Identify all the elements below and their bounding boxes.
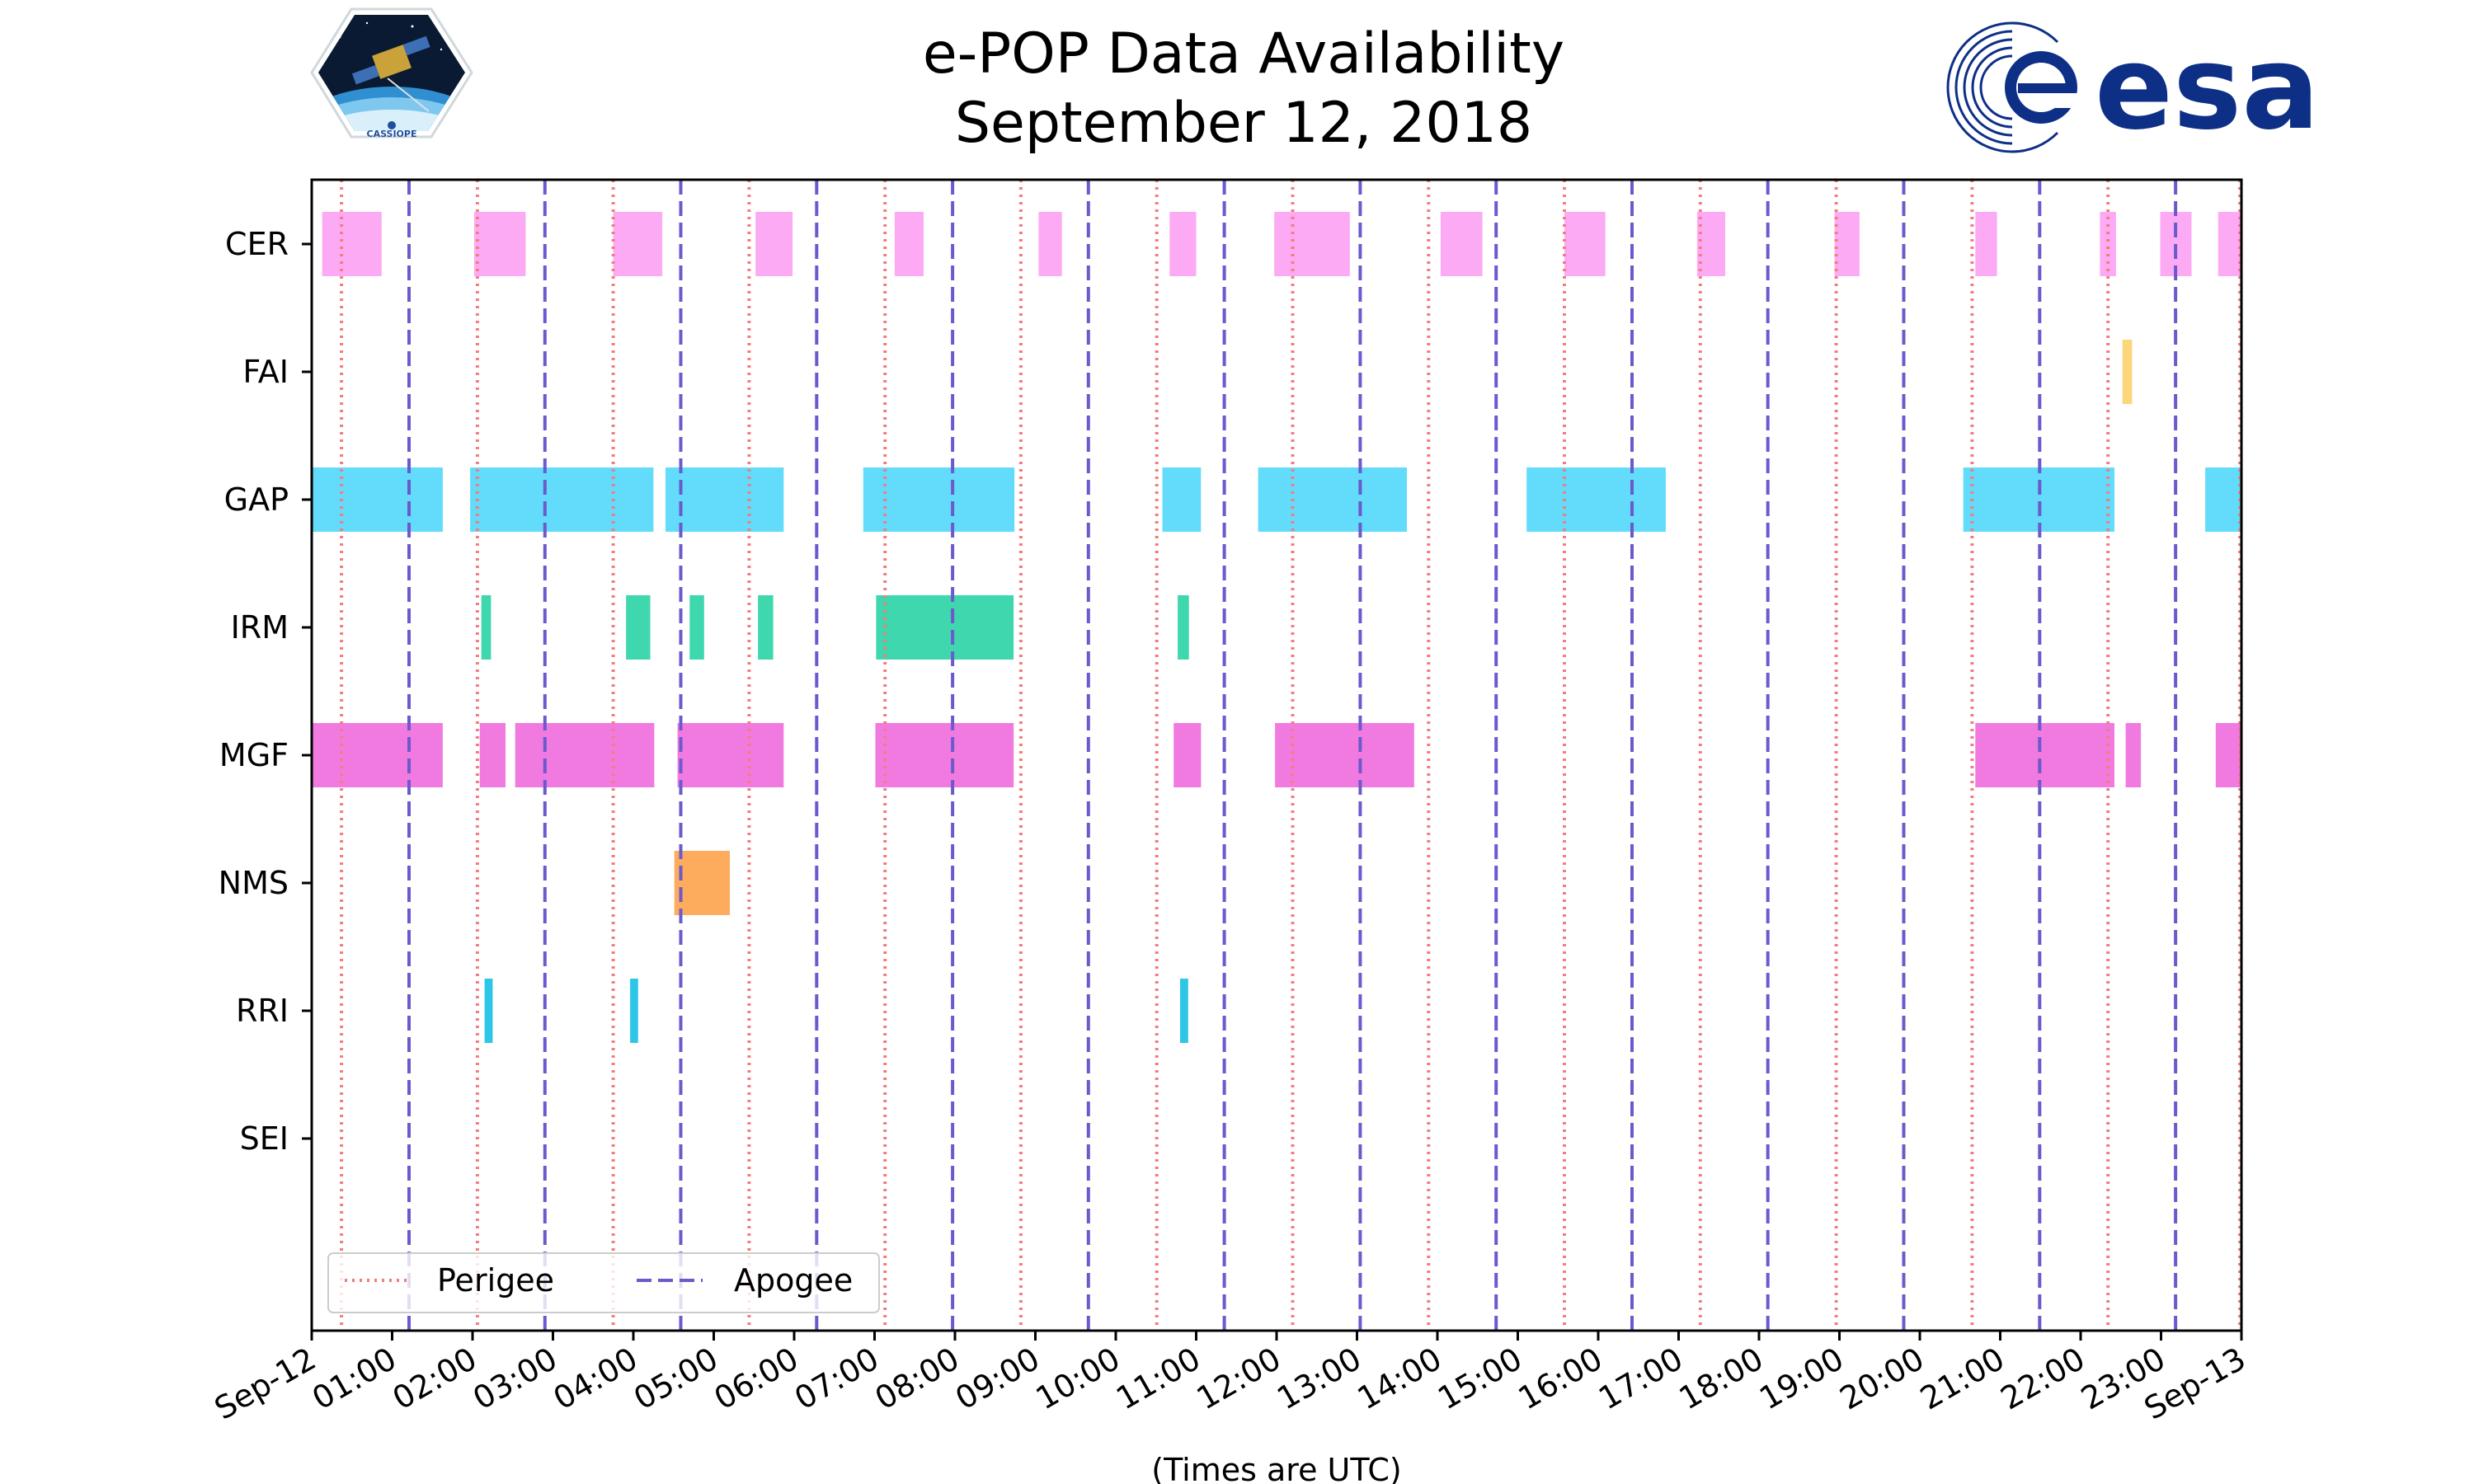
- x-tick-label-3: 03:00: [467, 1341, 563, 1417]
- bar-mgf-8: [2125, 723, 2142, 787]
- x-tick-label-14: 14:00: [1352, 1341, 1448, 1417]
- x-tick-label-20: 20:00: [1834, 1341, 1931, 1417]
- bar-nms-0: [674, 851, 730, 915]
- bar-cer-11: [1834, 212, 1860, 276]
- y-tick-label-nms: NMS: [219, 865, 289, 901]
- cassiope-logo-caption: CASSIOPE: [367, 129, 417, 139]
- bar-irm-3: [758, 595, 774, 660]
- x-tick-label-17: 17:00: [1592, 1341, 1689, 1417]
- x-tick-label-0: Sep-12: [209, 1341, 322, 1427]
- esa-logo-wordmark: esa: [2095, 21, 2320, 156]
- x-tick-label-11: 11:00: [1110, 1341, 1206, 1417]
- bar-irm-5: [1178, 595, 1189, 660]
- bar-gap-4: [1162, 467, 1202, 532]
- y-tick-label-sei: SEI: [240, 1120, 289, 1157]
- bar-cer-1: [474, 212, 526, 276]
- bar-cer-3: [755, 212, 793, 276]
- bar-cer-8: [1440, 212, 1483, 276]
- bar-mgf-0: [312, 723, 443, 787]
- x-tick-label-21: 21:00: [1914, 1341, 2011, 1417]
- bar-cer-10: [1696, 212, 1725, 276]
- y-axis: CER FAI GAP IRM MGF NMS RRI SEI: [219, 226, 312, 1157]
- bar-rri-0: [484, 979, 493, 1043]
- bar-mgf-4: [875, 723, 1014, 787]
- bar-gap-5: [1258, 467, 1407, 532]
- y-tick-label-mgf: MGF: [219, 737, 289, 773]
- bar-mgf-3: [677, 723, 784, 787]
- bar-irm-1: [626, 595, 651, 660]
- x-tick-label-6: 06:00: [708, 1341, 805, 1417]
- x-tick-label-16: 16:00: [1512, 1341, 1609, 1417]
- cassiope-logo: CASSIOPE: [310, 7, 473, 139]
- x-tick-label-1: 01:00: [306, 1341, 402, 1417]
- bar-irm-0: [481, 595, 492, 660]
- bar-cer-4: [894, 212, 924, 276]
- x-tick-label-15: 15:00: [1432, 1341, 1528, 1417]
- bar-cer-13: [2100, 212, 2116, 276]
- x-tick-label-19: 19:00: [1753, 1341, 1850, 1417]
- esa-logo: esa: [1946, 21, 2320, 156]
- y-tick-label-gap: GAP: [224, 481, 289, 518]
- x-tick-label-4: 04:00: [548, 1341, 644, 1417]
- y-tick-label-irm: IRM: [231, 609, 289, 646]
- bar-mgf-9: [2215, 723, 2241, 787]
- x-tick-label-9: 09:00: [949, 1341, 1046, 1417]
- bar-mgf-6: [1275, 723, 1414, 787]
- x-tick-label-5: 05:00: [628, 1341, 724, 1417]
- x-tick-label-10: 10:00: [1030, 1341, 1126, 1417]
- bar-rri-2: [1180, 979, 1188, 1043]
- bar-gap-8: [2205, 467, 2241, 532]
- y-tick-label-rri: RRI: [236, 993, 289, 1029]
- x-tick-label-13: 13:00: [1271, 1341, 1367, 1417]
- bar-cer-7: [1274, 212, 1350, 276]
- bar-gap-7: [1963, 467, 2114, 532]
- x-axis: Sep-1201:0002:0003:0004:0005:0006:0007:0…: [209, 1331, 2252, 1427]
- y-tick-label-cer: CER: [225, 226, 289, 262]
- bar-gap-6: [1526, 467, 1666, 532]
- x-tick-label-7: 07:00: [788, 1341, 885, 1417]
- x-axis-label: (Times are UTC): [1151, 1452, 1401, 1484]
- x-tick-label-2: 02:00: [387, 1341, 483, 1417]
- legend-apogee-label: Apogee: [734, 1262, 853, 1298]
- bar-mgf-7: [1975, 723, 2114, 787]
- bar-cer-15: [2218, 212, 2241, 276]
- bar-cer-2: [613, 212, 663, 276]
- bar-mgf-1: [479, 723, 506, 787]
- chart-title-line2: September 12, 2018: [955, 91, 1532, 156]
- bar-mgf-2: [515, 723, 655, 787]
- bar-fai-0: [2122, 340, 2133, 404]
- reference-lines-layer: [340, 180, 2242, 1331]
- x-tick-label-18: 18:00: [1673, 1341, 1770, 1417]
- bar-cer-12: [1975, 212, 1997, 276]
- x-tick-label-12: 12:00: [1191, 1341, 1287, 1417]
- bar-mgf-5: [1174, 723, 1202, 787]
- chart-title-line1: e-POP Data Availability: [923, 21, 1564, 87]
- legend-perigee-label: Perigee: [437, 1262, 554, 1298]
- legend-box: [327, 1252, 880, 1313]
- bar-gap-3: [863, 467, 1015, 532]
- bar-cer-9: [1564, 212, 1606, 276]
- bar-gap-0: [312, 467, 443, 532]
- bars-layer: [312, 212, 2241, 1043]
- bar-rri-1: [630, 979, 638, 1043]
- bar-gap-2: [666, 467, 784, 532]
- bar-cer-6: [1169, 212, 1197, 276]
- y-tick-label-fai: FAI: [242, 354, 289, 390]
- x-tick-label-22: 22:00: [1995, 1341, 2091, 1417]
- bar-gap-1: [470, 467, 654, 532]
- bar-cer-5: [1038, 212, 1062, 276]
- bar-cer-0: [322, 212, 382, 276]
- bar-irm-4: [876, 595, 1014, 660]
- x-tick-label-8: 08:00: [869, 1341, 966, 1417]
- bar-irm-2: [689, 595, 704, 660]
- legend: Perigee Apogee: [327, 1252, 880, 1313]
